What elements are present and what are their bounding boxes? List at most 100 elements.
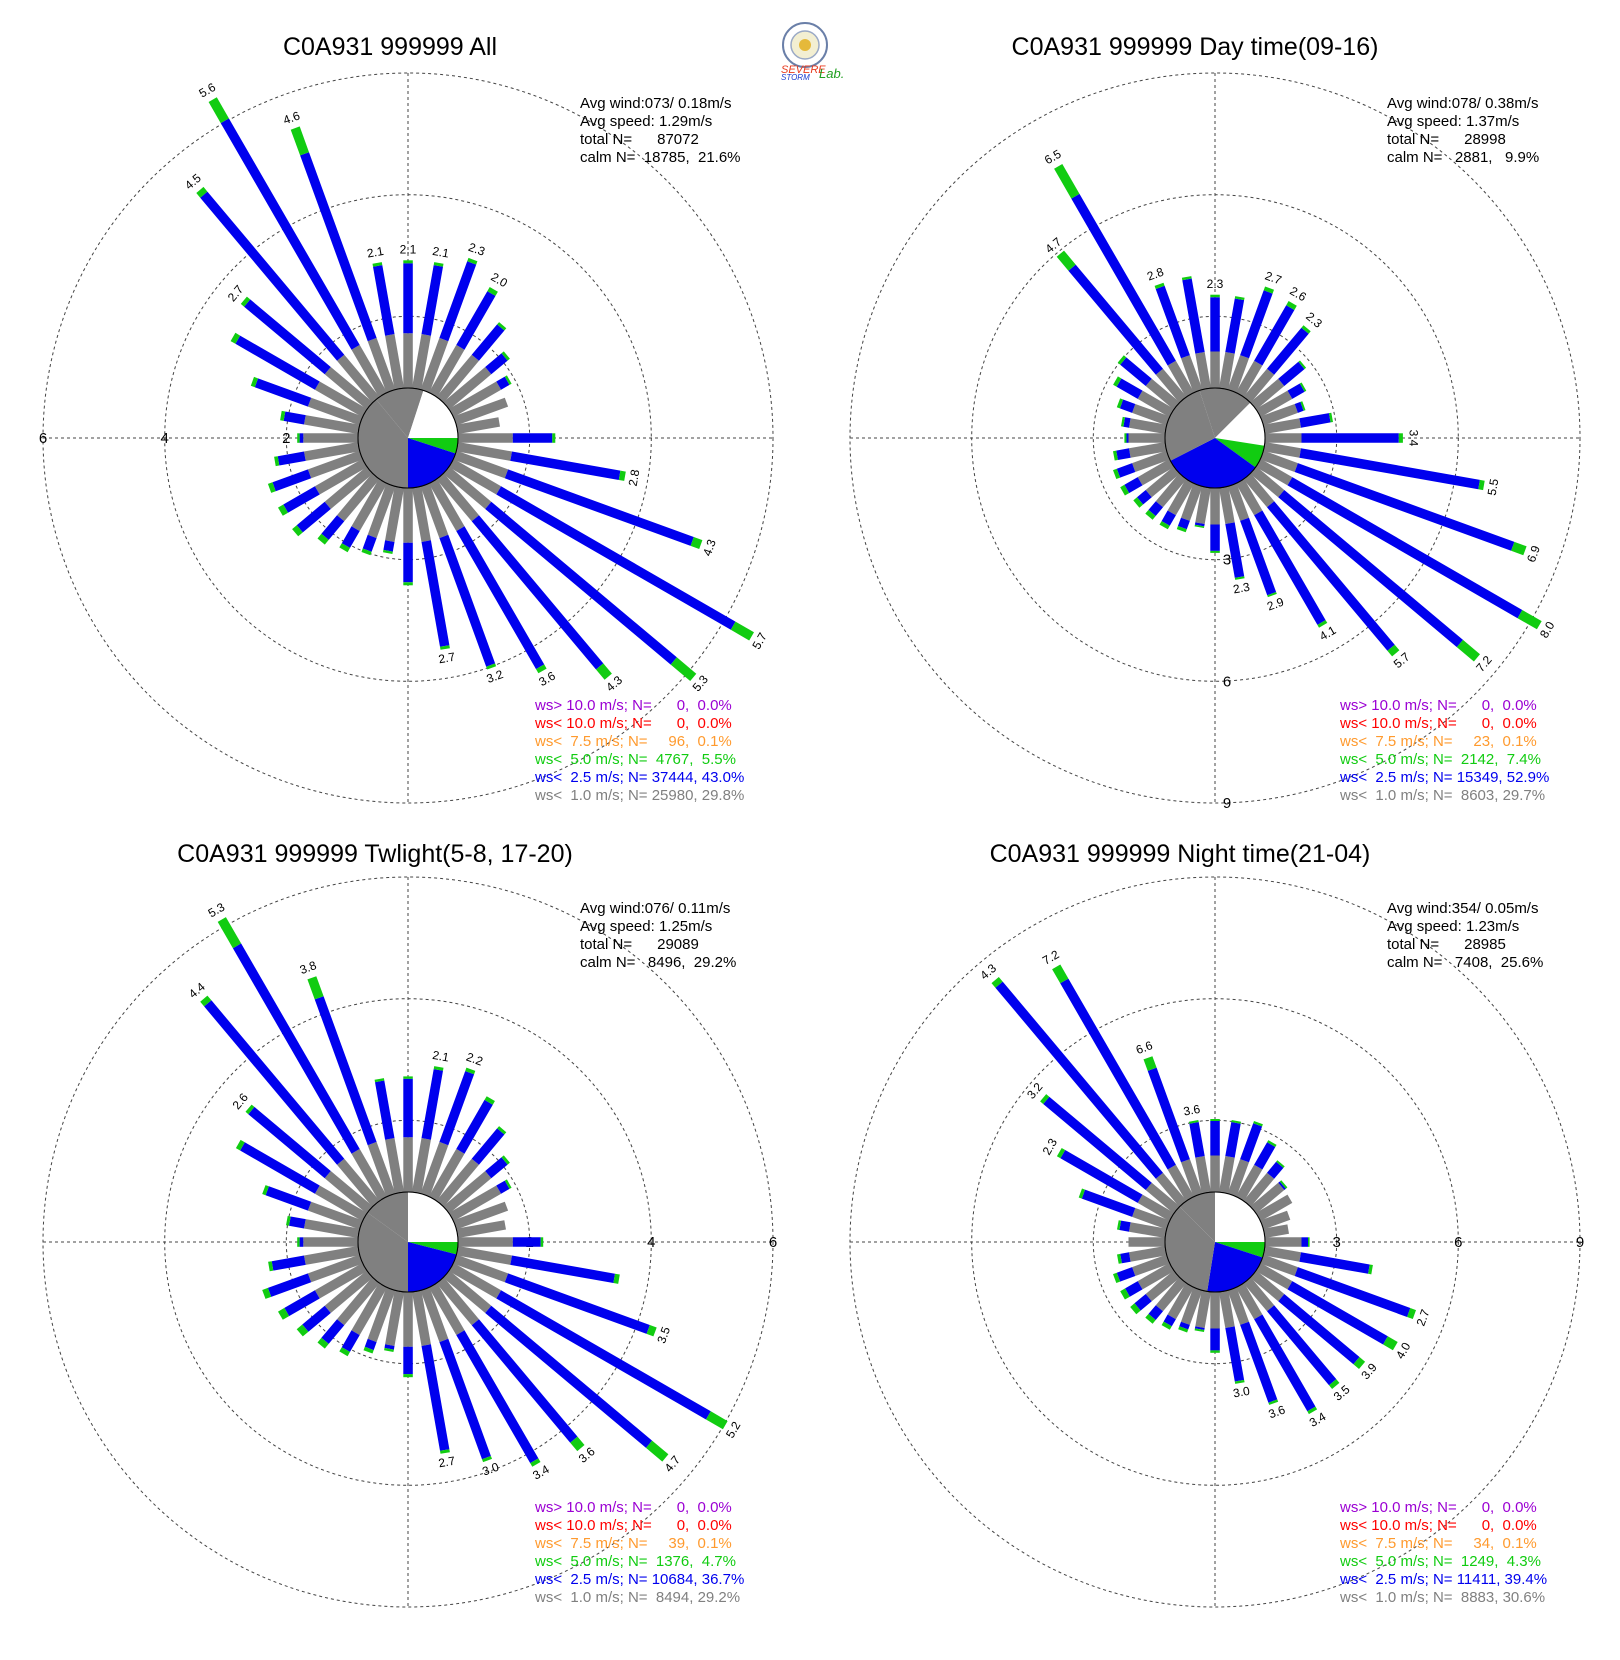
direction-bar xyxy=(383,486,404,554)
direction-bar xyxy=(1145,473,1187,520)
stats-line: total N= 28985 xyxy=(1387,936,1506,953)
bar-value-label: 3.0 xyxy=(480,1460,501,1479)
bar-segment-blue xyxy=(496,486,736,630)
bar-segment-green xyxy=(1298,360,1307,370)
bar-segment-gray xyxy=(1132,1254,1170,1276)
direction-bar xyxy=(1078,1188,1170,1230)
bar-segment-gray xyxy=(1243,1277,1275,1312)
bar-value-label: 2.3 xyxy=(466,240,487,259)
direction-bar xyxy=(1056,1148,1175,1222)
bar-segment-blue xyxy=(265,1186,312,1211)
calm-circle-outline xyxy=(1164,387,1266,489)
bar-segment-gray xyxy=(1155,473,1187,508)
direction-bar xyxy=(458,433,556,443)
bar-segment-gray xyxy=(351,1148,388,1202)
bar-segment-green xyxy=(235,1139,245,1151)
bar-segment-blue xyxy=(1137,490,1152,505)
bar-segment-blue xyxy=(248,1106,331,1179)
legend-entry: ws< 5.0 m/s; N= 2142, 7.4% xyxy=(1339,751,1541,768)
legend-entry: ws> 10.0 m/s; N= 0, 0.0% xyxy=(1339,697,1537,714)
bar-value-label: 6.6 xyxy=(1134,1038,1155,1057)
bar-segment-green xyxy=(250,376,258,388)
direction-bar xyxy=(1219,1120,1241,1194)
bar-segment-green xyxy=(1052,964,1069,984)
bar-value-label: 2.6 xyxy=(1287,284,1309,305)
bar-segment-blue xyxy=(1278,1181,1286,1190)
legend-entry: ws< 5.0 m/s; N= 1376, 4.7% xyxy=(534,1553,736,1570)
bar-value-label: 2.0 xyxy=(488,270,510,291)
bar-segment-gray xyxy=(443,1171,492,1214)
bar-segment-blue xyxy=(439,534,496,667)
bar-segment-green xyxy=(245,1104,255,1115)
bar-segment-green xyxy=(217,917,242,949)
direction-bar xyxy=(372,262,404,390)
bar-segment-blue xyxy=(220,118,360,350)
bar-segment-blue xyxy=(1161,510,1176,526)
bar-segment-blue xyxy=(1116,378,1143,399)
bar-segment-gray xyxy=(1195,1156,1211,1194)
direction-bar xyxy=(428,1096,495,1202)
bar-segment-blue xyxy=(1194,1326,1205,1330)
bar-segment-green xyxy=(1368,1264,1373,1275)
bar-segment-gray xyxy=(453,1201,509,1230)
legend-entry: ws< 2.5 m/s; N= 10684, 36.7% xyxy=(534,1571,744,1588)
bar-segment-blue xyxy=(485,1305,653,1448)
bar-segment-gray xyxy=(428,1148,465,1202)
direction-bar xyxy=(1235,1282,1318,1415)
direction-bar xyxy=(384,1290,404,1352)
direction-bar xyxy=(1227,1287,1279,1405)
direction-bar xyxy=(1250,1270,1366,1369)
bar-segment-blue xyxy=(1240,1123,1263,1163)
direction-bar xyxy=(1250,1180,1288,1214)
bar-segment-blue xyxy=(1125,1281,1143,1297)
bar-segment-green xyxy=(1189,1120,1199,1124)
direction-bar xyxy=(436,1277,585,1452)
bar-segment-gray xyxy=(436,354,479,403)
bar-segment-blue xyxy=(314,996,377,1146)
radial-tick-label: 6 xyxy=(1223,673,1231,690)
bar-segment-blue xyxy=(1287,383,1305,399)
bar-segment-green xyxy=(297,1237,300,1247)
bar-segment-blue xyxy=(277,451,306,466)
bar-segment-blue xyxy=(1240,290,1273,359)
bar-segment-gray xyxy=(1227,1287,1249,1325)
bar-segment-gray xyxy=(448,381,502,418)
calm-sector-white xyxy=(408,390,459,438)
bar-segment-gray xyxy=(458,433,513,443)
bar-segment-gray xyxy=(307,397,363,426)
bar-segment-green xyxy=(504,375,512,385)
bar-segment-blue xyxy=(1194,522,1205,527)
bar-segment-blue xyxy=(1116,463,1136,478)
bar-segment-blue xyxy=(1254,305,1295,366)
direction-bar xyxy=(1121,416,1167,434)
direction-bar xyxy=(1176,483,1203,533)
bar-segment-gray xyxy=(1210,488,1220,525)
direction-bar xyxy=(1120,1262,1175,1300)
radial-tick-label: 3 xyxy=(1223,552,1231,569)
bar-segment-green xyxy=(1113,468,1121,479)
chart-title: C0A931 999999 All xyxy=(283,33,497,61)
radial-tick-label: 4 xyxy=(647,1234,655,1251)
bar-segment-gray xyxy=(420,1287,449,1343)
bar-value-label: 4.3 xyxy=(977,961,999,983)
radial-tick-label: 6 xyxy=(769,1234,777,1251)
bar-segment-green xyxy=(618,470,626,481)
bar-segment-blue xyxy=(456,1099,493,1154)
bar-segment-green xyxy=(1181,276,1192,281)
bar-segment-blue xyxy=(1189,1122,1205,1158)
calm-sector-white xyxy=(408,1192,458,1242)
bar-segment-gray xyxy=(314,1262,368,1299)
bar-segment-green xyxy=(1113,1272,1121,1283)
bar-segment-green xyxy=(280,410,286,421)
bar-value-label: 3.6 xyxy=(1182,1102,1201,1119)
direction-bar xyxy=(307,976,396,1197)
bar-segment-green xyxy=(991,977,1003,988)
bar-segment-green xyxy=(1117,355,1127,365)
bar-segment-green xyxy=(1407,1308,1416,1319)
direction-bar xyxy=(1260,450,1527,556)
bar-segment-green xyxy=(307,976,324,1000)
bar-segment-green xyxy=(433,1066,444,1071)
bar-segment-green xyxy=(1117,1253,1122,1264)
bar-segment-blue xyxy=(421,1069,443,1140)
bar-segment-gray xyxy=(1137,458,1175,486)
